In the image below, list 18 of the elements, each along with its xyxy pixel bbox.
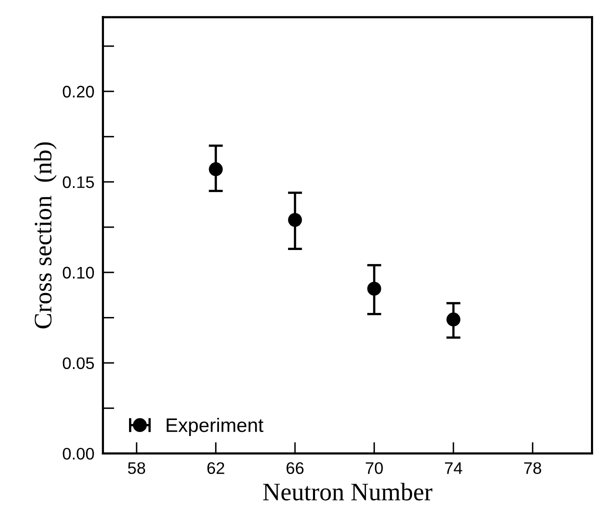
y-tick-label: 0.05 [62,357,94,370]
y-axis-title: Cross section (nb) [34,142,57,328]
x-tick-label: 78 [524,462,542,474]
y-tick-label: 0.20 [62,86,94,98]
point [288,212,302,227]
x-tick-label: 74 [445,462,462,474]
x-tick-label: 70 [366,462,383,474]
y-tick-label: 0.00 [62,448,94,460]
point [446,312,460,326]
y-tick-label: 0.15 [62,176,94,188]
legend-label: Experiment [166,418,264,436]
x-axis-title: Neutron Number [263,482,432,500]
x-tick-label: 66 [286,462,304,474]
point [367,282,382,296]
point [208,162,223,176]
x-tick-label: 62 [207,462,224,474]
x-tick-label: 58 [128,462,146,474]
y-tick-label: 0.10 [62,266,94,279]
